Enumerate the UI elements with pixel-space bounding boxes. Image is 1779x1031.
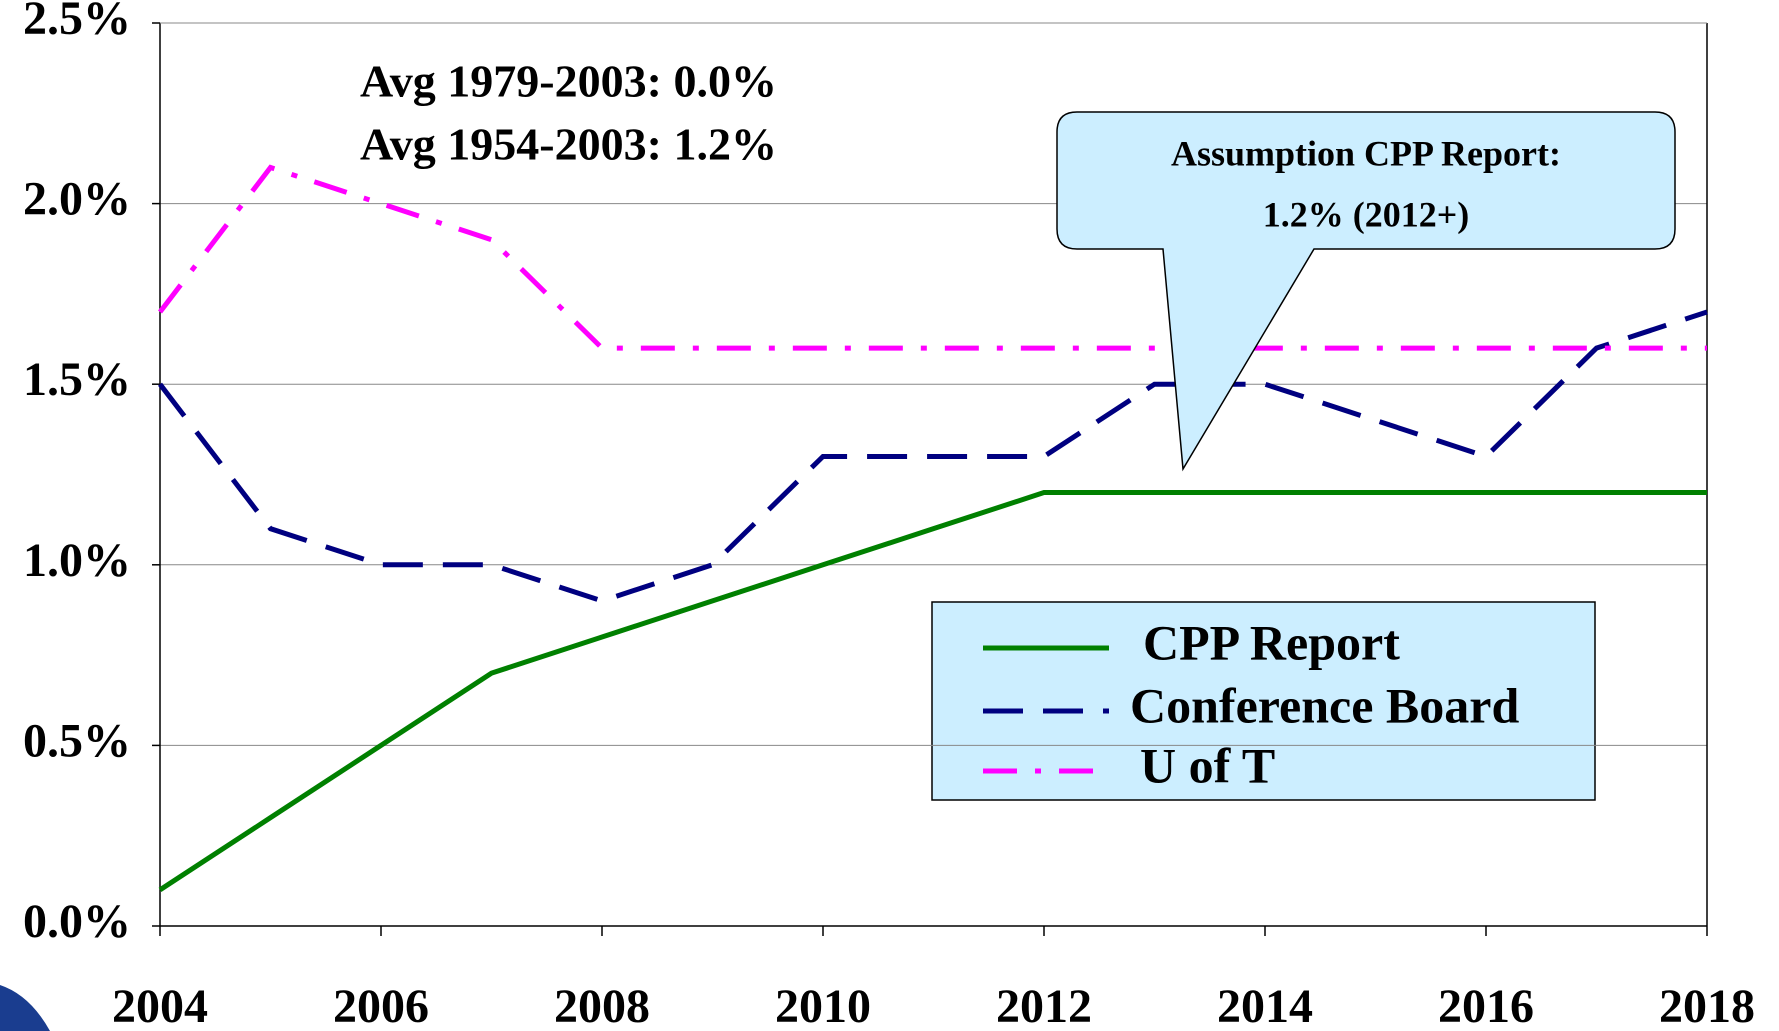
callout-text: 1.2% (2012+): [1263, 194, 1470, 234]
annotation: Avg 1979-2003: 0.0%: [360, 56, 777, 107]
y-tick-label: 2.0%: [23, 173, 131, 226]
x-tick-label: 2010: [775, 980, 871, 1031]
x-tick-label: 2004: [112, 980, 208, 1031]
y-tick-label: 0.5%: [23, 714, 131, 767]
legend-label: CPP Report: [1143, 614, 1400, 670]
x-tick-label: 2018: [1659, 980, 1755, 1031]
annotation: Avg 1954-2003: 1.2%: [360, 119, 777, 170]
x-tick-label: 2012: [996, 980, 1092, 1031]
y-tick-label: 0.0%: [23, 895, 131, 948]
callout-text: Assumption CPP Report:: [1171, 133, 1561, 173]
logo: [0, 985, 50, 1031]
y-tick-label: 1.5%: [23, 353, 131, 406]
y-tick-label: 2.5%: [23, 0, 131, 45]
y-tick-label: 1.0%: [23, 534, 131, 587]
x-tick-label: 2006: [333, 980, 429, 1031]
legend-label: Conference Board: [1130, 677, 1519, 733]
callout: [1056, 111, 1676, 472]
series-line: [158, 309, 1708, 604]
x-tick-label: 2008: [554, 980, 650, 1031]
series-line: [158, 164, 1707, 351]
x-tick-label: 2016: [1438, 980, 1534, 1031]
legend-box: [931, 601, 1596, 801]
x-tick-label: 2014: [1217, 980, 1313, 1031]
legend-label: U of T: [1140, 737, 1275, 793]
series-line: [158, 490, 1707, 892]
